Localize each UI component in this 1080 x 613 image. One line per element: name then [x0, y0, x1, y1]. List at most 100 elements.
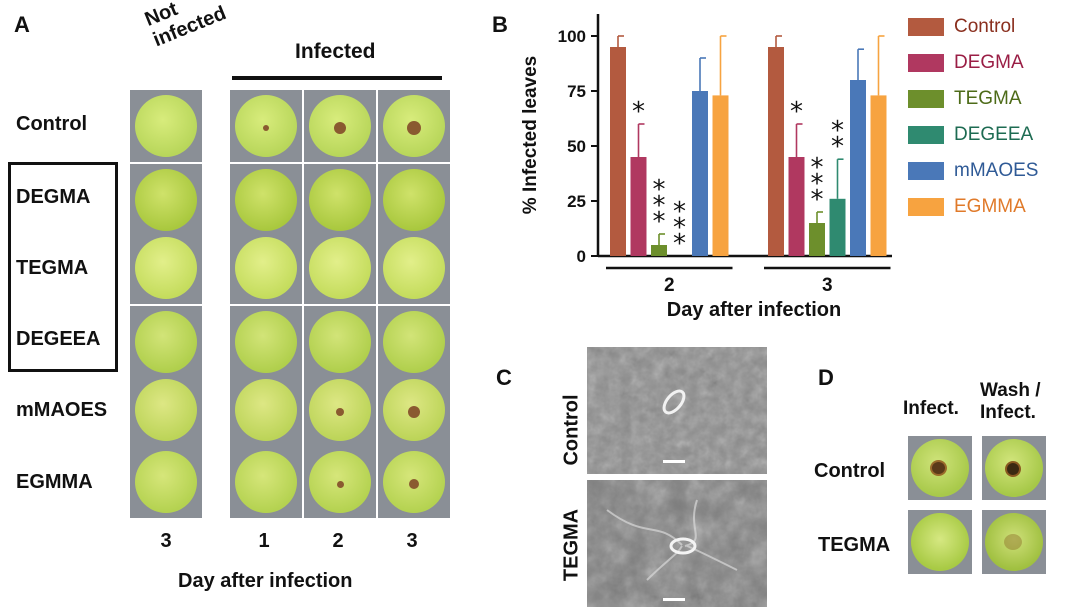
leaf-d-control-infect [908, 436, 972, 500]
lesion-spot [336, 408, 344, 416]
legend-label: DEGEEA [954, 124, 1034, 145]
leaf-tile [130, 90, 202, 162]
leaf-disc [135, 451, 197, 513]
sem-texture-control [587, 347, 767, 474]
leaf-tile [130, 446, 202, 518]
leaf-disc [383, 169, 445, 231]
bar-mmaoes-day3 [850, 80, 866, 256]
legend-swatch [908, 162, 944, 180]
significance-star: * [811, 185, 824, 215]
legend-label: DEGMA [954, 52, 1024, 73]
lesion-spot [263, 125, 269, 131]
leaf-disc [135, 95, 197, 157]
panel-d-col-wash-line1: Wash / [980, 380, 1041, 401]
stoma-control [662, 389, 686, 415]
legend-swatch [908, 126, 944, 144]
leaf-tile [304, 374, 376, 446]
bar-tegma-day3 [809, 223, 825, 256]
day-label-not-infected: 3 [160, 530, 172, 552]
significance-star: * [632, 97, 645, 127]
sem-texture-tegma [587, 480, 767, 607]
significance-star: * [831, 116, 844, 146]
bar-tegma-day2 [651, 245, 667, 256]
significance-star: * [790, 97, 803, 127]
leaf-tile [230, 164, 302, 236]
leaf-tile [230, 232, 302, 304]
leaf-disc [235, 237, 297, 299]
panel-a-xlabel: Day after infection [178, 570, 353, 592]
sem-image-control [587, 347, 767, 474]
leaf-disc [309, 237, 371, 299]
panel-a-letter: A [14, 12, 30, 37]
significance-star: * [653, 191, 666, 221]
legend-swatch [908, 90, 944, 108]
leaf-tile [304, 306, 376, 378]
bar-degma-day2 [630, 157, 647, 256]
leaf-disc [911, 513, 969, 571]
leaf-tile [304, 446, 376, 518]
panel-b-letter: B [492, 12, 508, 37]
leaf-tile [230, 374, 302, 446]
leaf-tile [378, 164, 450, 236]
day-label-3: 3 [406, 530, 418, 552]
leaf-tile [130, 374, 202, 446]
legend-swatch [908, 198, 944, 216]
bar-control-day3 [768, 47, 784, 256]
significance-star: * [811, 169, 824, 199]
leaf-disc [135, 169, 197, 231]
bar-degma-day3 [788, 157, 805, 256]
leaf-tile [230, 306, 302, 378]
y-tick-label: 25 [567, 192, 586, 211]
row-label-mmaoes: mMAOES [16, 399, 108, 421]
leaf-tile [378, 306, 450, 378]
lowcst-group-box [8, 162, 118, 372]
not-infected-header: Not infected [138, 0, 230, 53]
sem-label-control: Control [560, 394, 583, 466]
significance-star: * [831, 132, 844, 162]
leaf-tile [130, 232, 202, 304]
significance-star: * [673, 197, 686, 227]
day-label-1: 1 [258, 530, 270, 552]
legend-swatch [908, 54, 944, 72]
leaf-tile [304, 164, 376, 236]
scale-bar-control [663, 460, 685, 463]
x-tick-label: 3 [822, 275, 833, 296]
y-tick-label: 0 [577, 247, 586, 266]
infected-header-rule [232, 76, 442, 80]
legend-label: mMAOES [954, 160, 1039, 181]
leaf-disc [235, 311, 297, 373]
leaf-disc [235, 169, 297, 231]
leaf-disc [383, 237, 445, 299]
leaf-disc [309, 169, 371, 231]
leaf-disc [135, 379, 197, 441]
scale-bar-tegma [663, 598, 685, 601]
bar-degeea-day3 [829, 198, 846, 256]
significance-star: * [653, 207, 666, 237]
panel-d-col-wash-line2: Infect. [980, 402, 1036, 423]
leaf-disc [135, 311, 197, 373]
leaf-tile [130, 306, 202, 378]
bar-control-day2 [610, 47, 626, 256]
infected-header: Infected [295, 40, 376, 63]
row-label-tegma: TEGMA [16, 257, 89, 279]
row-label-egmma: EGMMA [16, 471, 93, 493]
stoma-tegma [669, 537, 697, 555]
leaf-disc [235, 379, 297, 441]
bar-egmma-day2 [712, 95, 729, 257]
significance-star: * [673, 213, 686, 243]
bar-egmma-day3 [870, 95, 887, 257]
sem-image-tegma [587, 480, 767, 607]
leaf-tile [130, 164, 202, 236]
lesion-spot [409, 479, 419, 489]
leaf-disc [383, 311, 445, 373]
row-label-degma: DEGMA [16, 186, 91, 208]
leaf-tile [378, 446, 450, 518]
legend-label: TEGMA [954, 88, 1022, 109]
lesion-spot [334, 122, 346, 134]
leaf-disc [135, 237, 197, 299]
leaf-tile [378, 90, 450, 162]
lesion-spot [932, 462, 945, 474]
panel-d-row-control: Control [814, 460, 886, 482]
lesion-spot [1004, 534, 1022, 550]
day-label-2: 2 [332, 530, 344, 552]
